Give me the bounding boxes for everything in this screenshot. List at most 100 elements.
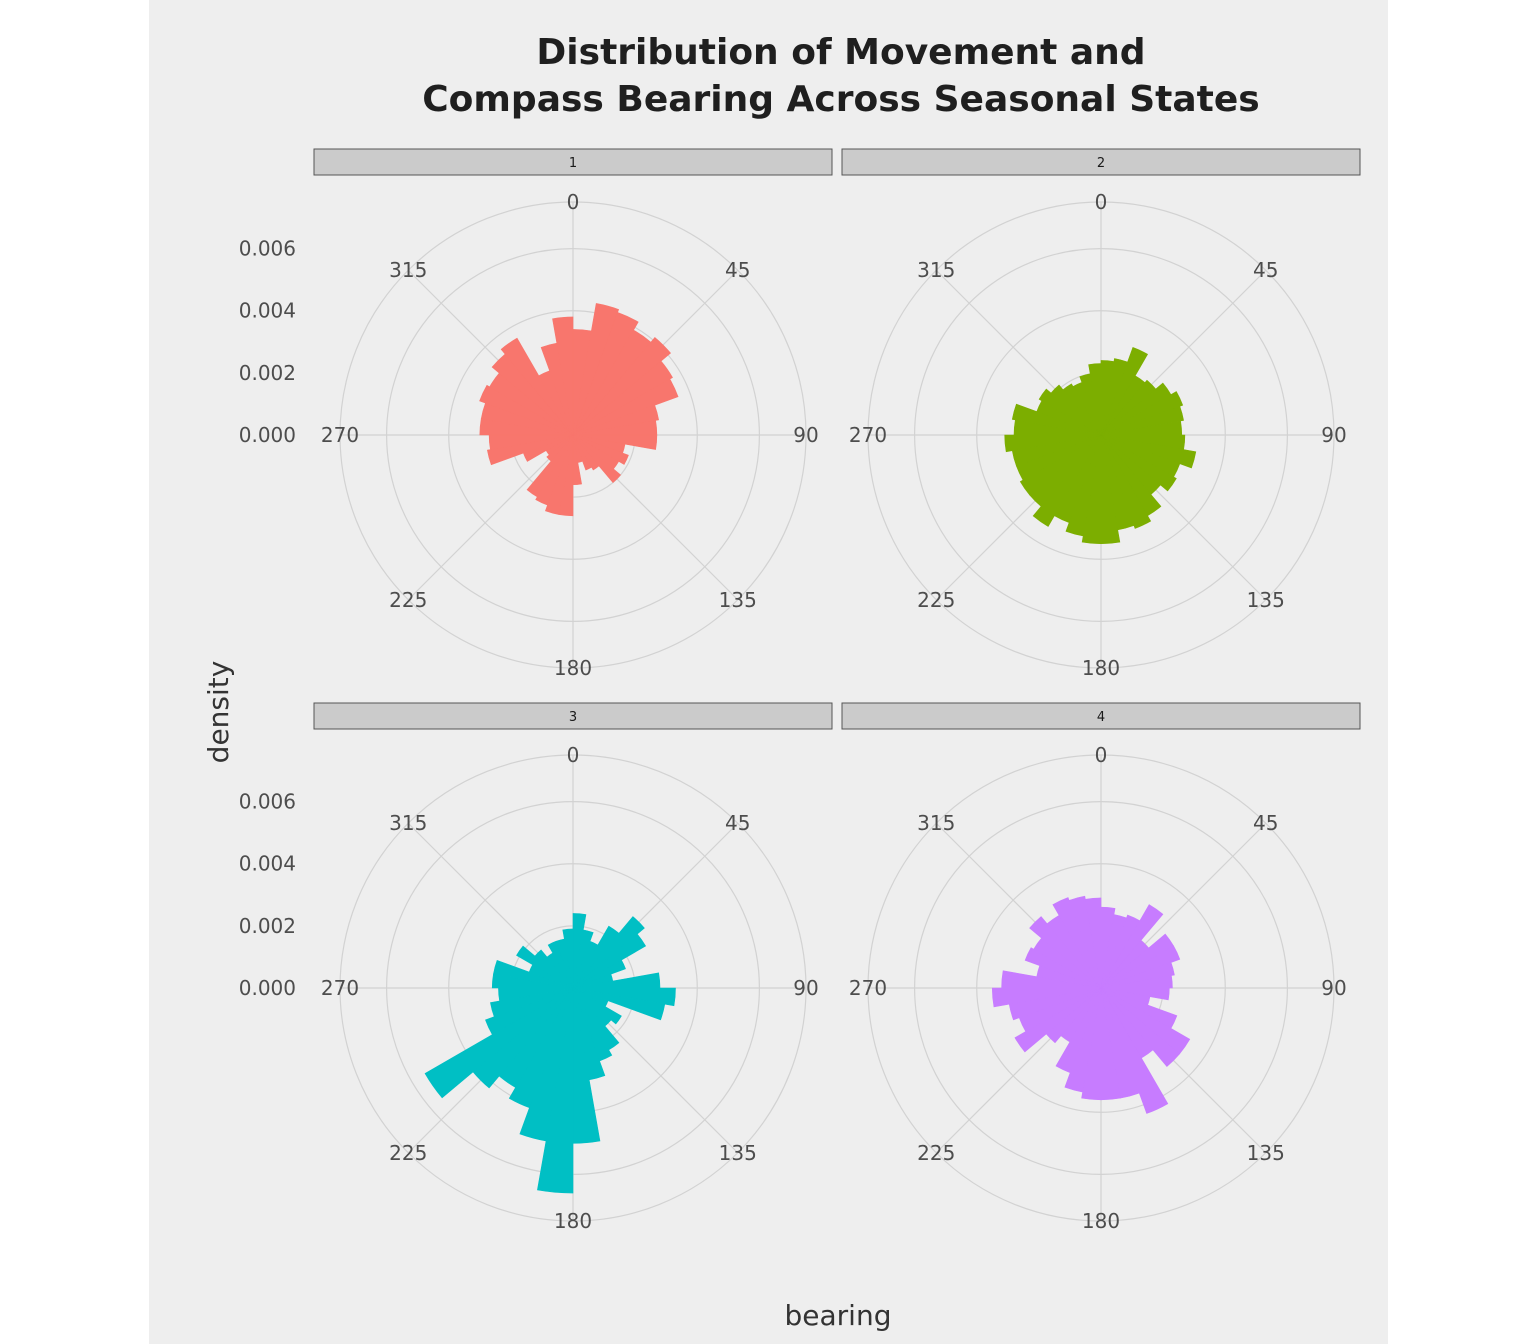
chart-title-line-1: Distribution of Movement and	[536, 32, 1145, 73]
grid-spoke-225	[407, 434, 574, 601]
bar-bin-70	[572, 404, 660, 436]
angle-tick-label-315: 315	[917, 811, 955, 835]
bar-bin-240	[485, 987, 574, 1036]
bar-bin-220	[546, 434, 574, 462]
angle-tick-label-135: 135	[1247, 1141, 1285, 1165]
bar-bin-340	[1068, 895, 1102, 989]
bar-bin-130	[1100, 987, 1180, 1067]
bar-bin-190	[1065, 434, 1102, 537]
angle-tick-label-180: 180	[1082, 1209, 1120, 1233]
angle-tick-label-0: 0	[567, 743, 580, 767]
angle-tick-label-270: 270	[321, 976, 359, 1000]
y-axis-title: density	[202, 661, 235, 764]
bar-bin-190	[1064, 987, 1102, 1093]
bar-bin-210	[526, 434, 574, 498]
angle-tick-label-180: 180	[1082, 656, 1120, 680]
angle-tick-label-225: 225	[389, 588, 427, 612]
bar-bin-110	[572, 434, 629, 465]
y-tick-label: 0.002	[239, 914, 296, 938]
bar-bin-330	[1052, 897, 1102, 989]
bar-bin-70	[1100, 962, 1175, 989]
y-tick-label: 0.000	[239, 976, 296, 1000]
bar-bin-320	[1062, 383, 1102, 436]
angle-tick-label-135: 135	[1247, 588, 1285, 612]
angle-tick-label-180: 180	[554, 656, 592, 680]
angle-tick-label-135: 135	[719, 588, 757, 612]
bar-bin-230	[1014, 987, 1102, 1053]
bar-bin-30	[1100, 904, 1164, 989]
bar-bin-150	[1100, 434, 1152, 529]
bar-bin-130	[572, 434, 622, 484]
bar-bin-230	[1019, 434, 1102, 496]
bar-bin-120	[1100, 434, 1177, 492]
angle-tick-label-0: 0	[1095, 743, 1108, 767]
bar-bin-60	[572, 959, 626, 989]
facet-strip	[841, 148, 1361, 176]
facet-strip	[313, 148, 833, 176]
facet-strip-label: 4	[1097, 710, 1105, 725]
bar-bin-350	[562, 928, 574, 989]
angle-tick-label-45: 45	[1253, 811, 1278, 835]
bar-bin-290	[1024, 947, 1102, 989]
angle-tick-label-315: 315	[389, 258, 427, 282]
bar-bin-280	[493, 959, 574, 989]
bar-bin-150	[1100, 987, 1169, 1114]
y-tick-label: 0.002	[239, 361, 296, 385]
bar-bin-250	[486, 434, 574, 466]
bar-bin-150	[572, 434, 593, 471]
facet-panels: 1 0 45 90 135 180 225 270 315 0.000 0.002 0.004 0.00…	[239, 148, 1361, 1233]
bar-bin-200	[508, 987, 574, 1109]
bar-bin-230	[424, 987, 574, 1099]
facet-panel-1: 1 0 45 90 135 180 225 270 315 0.000 0.002 0.004 0.00…	[239, 148, 833, 680]
angle-tick-label-45: 45	[725, 258, 750, 282]
bar-bin-60	[1100, 391, 1184, 436]
bar-bin-350	[552, 316, 574, 436]
bar-bin-300	[1038, 388, 1102, 436]
angle-tick-label-225: 225	[389, 1141, 427, 1165]
angle-tick-label-135: 135	[719, 1141, 757, 1165]
bar-bin-350	[1088, 363, 1102, 436]
bar-bin-140	[572, 434, 600, 471]
x-axis-title: bearing	[785, 1299, 892, 1332]
bar-bin-100	[572, 987, 666, 1021]
bar-bin-280	[1011, 403, 1102, 436]
bar-bin-300	[516, 945, 574, 989]
facet-strip-label: 2	[1097, 156, 1105, 171]
angle-tick-label-90: 90	[1321, 976, 1346, 1000]
bar-bin-320	[500, 337, 574, 436]
angle-tick-label-315: 315	[389, 811, 427, 835]
bar-bin-10	[572, 303, 620, 436]
angle-tick-label-45: 45	[725, 811, 750, 835]
facet-strip	[841, 702, 1361, 730]
angle-tick-label-90: 90	[793, 976, 818, 1000]
bar-bin-260	[991, 987, 1102, 1008]
y-tick-label: 0.004	[239, 852, 296, 876]
bar-bin-310	[1029, 916, 1102, 989]
bar-bin-210	[1032, 434, 1102, 527]
angle-tick-label-0: 0	[1095, 190, 1108, 214]
angle-tick-label-270: 270	[849, 423, 887, 447]
bar-bin-80	[1100, 975, 1173, 989]
angle-tick-label-270: 270	[849, 976, 887, 1000]
bar-bin-40	[572, 337, 671, 436]
facet-panel-2: 2 0 45 90 135 180 225 270 315	[841, 148, 1361, 680]
angle-tick-label-225: 225	[917, 1141, 955, 1165]
bar-bin-60	[1100, 945, 1181, 989]
bar-bin-200	[1055, 987, 1102, 1074]
bar-bin-50	[572, 360, 673, 436]
bar-bin-20	[1100, 347, 1149, 436]
bar-bin-60	[572, 378, 679, 436]
bar-bin-100	[1100, 434, 1197, 469]
facet-strip	[313, 702, 833, 730]
angle-tick-label-315: 315	[917, 258, 955, 282]
bar-bin-290	[479, 384, 574, 436]
bar-bin-40	[572, 916, 645, 989]
bar-bin-310	[534, 949, 574, 989]
bar-bin-200	[535, 434, 574, 506]
bar-bin-50	[572, 933, 647, 989]
angle-tick-label-270: 270	[321, 423, 359, 447]
chart-title-line-2: Compass Bearing Across Seasonal States	[422, 79, 1259, 120]
angle-tick-label-90: 90	[793, 423, 818, 447]
angle-tick-label-0: 0	[567, 190, 580, 214]
